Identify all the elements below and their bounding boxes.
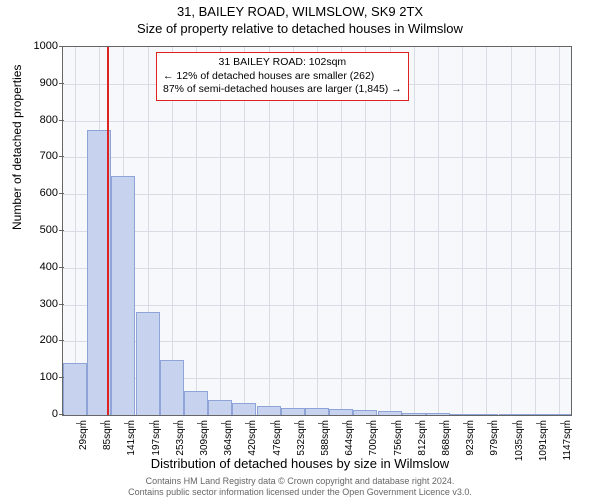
histogram-bar	[63, 363, 87, 415]
histogram-bar	[160, 360, 184, 415]
reference-annotation: 31 BAILEY ROAD: 102sqm ← 12% of detached…	[156, 52, 409, 101]
x-tick-label: 923sqm	[465, 420, 476, 480]
y-tick-label: 500	[18, 224, 58, 236]
x-tick-label: 700sqm	[368, 420, 379, 480]
histogram-bar	[523, 414, 547, 415]
x-tick-label: 1091sqm	[538, 420, 549, 480]
y-tick-label: 1000	[18, 40, 58, 52]
histogram-bar	[184, 391, 208, 415]
x-tick-label: 1035sqm	[514, 420, 525, 480]
x-tick-label: 588sqm	[320, 420, 331, 480]
footer-line2: Contains public sector information licen…	[0, 487, 600, 498]
histogram-bar	[111, 176, 135, 415]
annot-subject: 31 BAILEY ROAD: 102sqm	[163, 56, 402, 70]
y-axis-label: Number of detached properties	[10, 65, 24, 230]
x-tick-label: 812sqm	[417, 420, 428, 480]
histogram-bar	[281, 408, 305, 415]
y-tick-label: 300	[18, 298, 58, 310]
y-tick-label: 700	[18, 150, 58, 162]
y-tick-label: 600	[18, 187, 58, 199]
histogram-bar	[378, 411, 402, 415]
x-axis-label: Distribution of detached houses by size …	[0, 456, 600, 471]
attribution-footer: Contains HM Land Registry data © Crown c…	[0, 476, 600, 499]
histogram-plot	[62, 46, 572, 416]
x-tick-label: 85sqm	[102, 420, 113, 480]
x-tick-label: 197sqm	[151, 420, 162, 480]
x-tick-label: 979sqm	[489, 420, 500, 480]
page-title-desc: Size of property relative to detached ho…	[0, 19, 600, 36]
y-tick-label: 200	[18, 334, 58, 346]
annot-smaller: ← 12% of detached houses are smaller (26…	[163, 70, 402, 84]
y-tick-label: 800	[18, 114, 58, 126]
y-tick-label: 100	[18, 371, 58, 383]
y-tick-label: 400	[18, 261, 58, 273]
x-tick-label: 532sqm	[296, 420, 307, 480]
x-tick-label: 420sqm	[247, 420, 258, 480]
x-tick-label: 756sqm	[393, 420, 404, 480]
histogram-bar	[547, 414, 571, 415]
histogram-bar	[474, 414, 498, 415]
y-tick-label: 0	[18, 408, 58, 420]
histogram-bar	[450, 414, 474, 415]
histogram-bar	[329, 409, 353, 415]
histogram-bar	[305, 408, 329, 415]
x-tick-label: 644sqm	[344, 420, 355, 480]
y-tick-label: 900	[18, 77, 58, 89]
reference-line	[107, 47, 109, 415]
x-tick-label: 868sqm	[441, 420, 452, 480]
x-tick-label: 476sqm	[272, 420, 283, 480]
footer-line1: Contains HM Land Registry data © Crown c…	[0, 476, 600, 487]
histogram-bar	[499, 414, 523, 415]
histogram-bar	[208, 400, 232, 415]
annot-larger: 87% of semi-detached houses are larger (…	[163, 83, 402, 97]
page-title-address: 31, BAILEY ROAD, WILMSLOW, SK9 2TX	[0, 0, 600, 19]
histogram-bar	[232, 403, 256, 415]
histogram-bar	[402, 413, 426, 415]
x-tick-label: 309sqm	[199, 420, 210, 480]
histogram-bar	[257, 406, 281, 415]
x-tick-label: 1147sqm	[562, 420, 573, 480]
x-tick-label: 364sqm	[223, 420, 234, 480]
histogram-bar	[353, 410, 377, 415]
x-tick-label: 253sqm	[175, 420, 186, 480]
histogram-bar	[136, 312, 160, 415]
x-tick-label: 141sqm	[126, 420, 137, 480]
x-tick-label: 29sqm	[78, 420, 89, 480]
histogram-bar	[426, 413, 450, 415]
